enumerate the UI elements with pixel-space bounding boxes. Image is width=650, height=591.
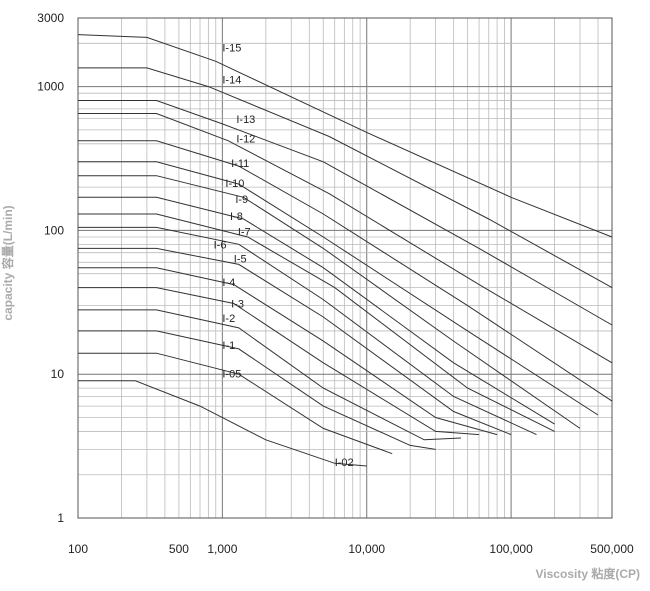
x-axis-title: Viscosity 粘度(CP) [536,566,640,581]
series-line-i-1 [78,330,436,450]
curve-label: I-10 [225,178,244,190]
curve-label: I-13 [236,114,255,126]
curve-label: I-5 [234,253,247,265]
series-line-i-14 [78,67,613,289]
series-line-i-9 [78,175,581,429]
series-line-i-7 [78,213,555,432]
curve-label: I-9 [235,194,248,206]
curve-label: I-3 [231,299,244,311]
curve-labels: I-15 I-14 I-13 I-12 I-11 I-10 I-9 I-8 I-7 I-6 I-5 I… [214,43,354,469]
curve-label: I-2 [222,313,235,325]
x-tick-label: 100 [68,542,88,556]
x-tick-label: 500,000 [590,542,634,556]
curve-label: I-14 [222,75,241,87]
y-tick-label: 1 [57,511,64,525]
curve-label: I-8 [230,211,243,223]
curve-label: I-1 [222,340,235,352]
x-tick-label: 500 [169,542,189,556]
y-tick-labels: 1 10 100 1000 3000 [37,11,64,525]
curve-label: I-02 [335,457,354,469]
series-line-i-05 [78,352,393,455]
series-line-i-6 [78,226,537,436]
y-tick-label: 1000 [37,80,64,94]
curve-label: I-7 [238,227,251,239]
curve-label: I-4 [222,277,235,289]
y-tick-label: 100 [44,223,64,237]
series-line-i-12 [78,113,613,364]
series-line-i-2 [78,309,462,441]
curve-label: I-6 [214,239,227,251]
y-axis-title: capacity 容量(L/min) [0,205,15,320]
series-line-i-10 [78,161,599,416]
x-tick-label: 10,000 [348,542,385,556]
x-tick-label: 1,000 [207,542,237,556]
series-line-i-11 [78,140,613,402]
series-line-i-8 [78,196,555,425]
y-tick-label: 3000 [37,11,64,25]
series-line-i-3 [78,287,480,436]
series-line-i-5 [78,247,512,436]
grid-lines [77,17,613,519]
series-line-i-13 [78,100,613,326]
curve-label: I-15 [222,43,241,55]
x-tick-labels: 100 500 1,000 10,000 100,000 500,000 [68,542,634,556]
series-line-i-15 [77,34,613,238]
y-tick-label: 10 [51,367,65,381]
curve-label: I-12 [236,133,255,145]
x-tick-label: 100,000 [489,542,533,556]
series-line-i-4 [78,267,498,436]
curve-label: I-05 [222,368,241,380]
series-line-i-02 [78,380,367,467]
series-lines [77,34,613,467]
curve-label: I-11 [231,158,249,170]
